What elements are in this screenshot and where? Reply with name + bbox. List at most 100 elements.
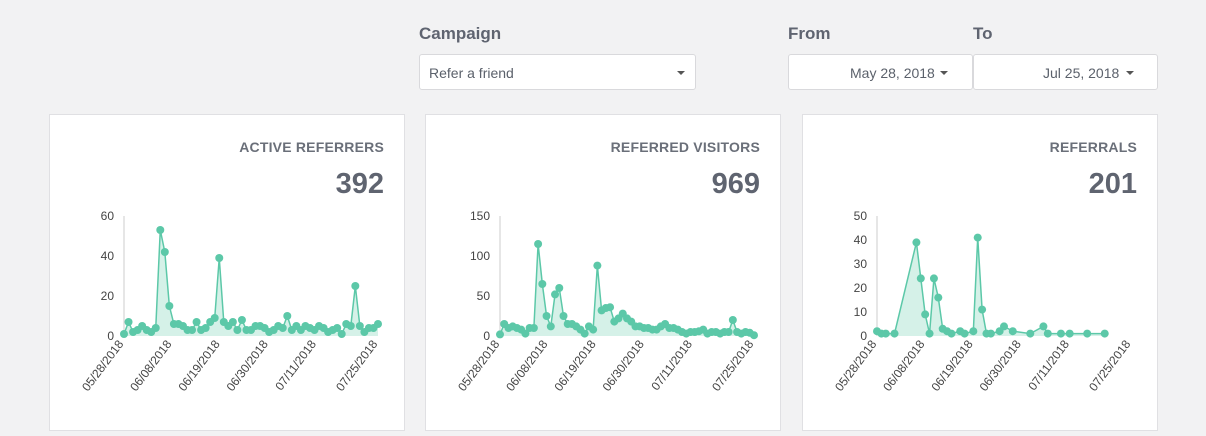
card-total: 392	[335, 168, 384, 200]
campaign-select[interactable]: Refer a friend	[419, 54, 696, 90]
series-area	[877, 237, 1105, 336]
to-date-select[interactable]: Jul 25, 2018	[973, 54, 1158, 90]
data-point	[542, 312, 551, 320]
data-point	[986, 329, 995, 338]
x-tick-label: 06/19/2018	[928, 337, 976, 394]
data-point	[210, 314, 219, 322]
data-point	[890, 329, 899, 338]
y-tick-label: 100	[470, 249, 490, 263]
data-point	[1026, 329, 1035, 338]
x-tick-label: 07/11/2018	[648, 337, 695, 393]
y-tick-label: 0	[860, 329, 867, 343]
data-point	[374, 320, 382, 328]
data-point	[233, 326, 242, 334]
x-tick-label: 06/19/2018	[175, 337, 223, 394]
y-tick-label: 0	[483, 329, 490, 343]
data-point	[921, 310, 930, 319]
y-tick-label: 40	[101, 249, 115, 263]
x-tick-label: 05/28/2018	[455, 337, 503, 394]
data-point	[355, 322, 364, 330]
x-tick-label: 06/30/2018	[600, 337, 648, 394]
data-point	[120, 330, 128, 338]
data-point	[333, 324, 342, 332]
y-tick-label: 50	[854, 209, 868, 223]
data-point	[559, 312, 568, 320]
chevron-down-icon	[677, 71, 685, 75]
x-tick-label: 07/25/2018	[709, 337, 757, 394]
x-tick-label: 06/30/2018	[224, 337, 272, 394]
data-point	[912, 238, 921, 247]
data-point	[580, 329, 589, 338]
data-point	[916, 274, 925, 283]
referrals-chart: 0 10 20 30 40 50 05/28/2018 06/08/2018 06/19/201…	[832, 209, 1134, 394]
data-point	[165, 302, 174, 310]
data-point	[538, 280, 547, 288]
data-point	[881, 329, 890, 338]
data-point	[156, 226, 165, 234]
x-tick-label: 07/25/2018	[333, 337, 381, 394]
referred-visitors-card: REFERRED VISITORS 969 0 50 100 150 05/28/201…	[425, 114, 781, 431]
card-title: REFERRALS	[1049, 139, 1137, 155]
x-tick-label: 06/30/2018	[977, 337, 1025, 394]
data-point	[160, 248, 169, 256]
data-point	[1008, 327, 1017, 336]
data-point	[534, 240, 543, 248]
data-point	[978, 305, 987, 314]
data-point	[934, 293, 943, 302]
to-date-value: Jul 25, 2018	[1043, 65, 1120, 81]
data-point	[278, 324, 287, 332]
y-tick-label: 20	[101, 289, 115, 303]
data-point	[192, 318, 201, 326]
data-point	[124, 318, 133, 326]
y-tick-label: 150	[470, 209, 490, 223]
data-point	[1056, 329, 1065, 338]
data-point	[283, 312, 292, 320]
to-label: To	[973, 24, 993, 43]
from-date-select[interactable]: May 28, 2018	[788, 54, 973, 90]
data-point	[496, 330, 504, 339]
data-point	[947, 329, 956, 338]
data-point	[337, 330, 346, 338]
data-point	[521, 329, 530, 338]
data-point	[1100, 329, 1109, 338]
y-tick-label: 60	[101, 209, 115, 223]
y-tick-label: 40	[854, 233, 868, 247]
data-point	[551, 290, 560, 299]
active-referrers-chart: 0 20 40 60 05/28/2018 06/08/2018 06/19/2018 06/…	[79, 209, 382, 394]
referrals-card: REFERRALS 201 0 10 20 30 40 50 05/28/2018 06/08…	[802, 114, 1158, 431]
card-total: 969	[711, 168, 760, 200]
data-point	[529, 324, 538, 332]
x-tick-label: 05/28/2018	[79, 337, 127, 394]
card-total: 201	[1088, 168, 1137, 200]
y-tick-label: 50	[477, 289, 491, 303]
x-tick-label: 06/08/2018	[880, 337, 928, 394]
chevron-down-icon	[940, 71, 948, 75]
card-title: REFERRED VISITORS	[610, 139, 760, 155]
x-tick-label: 06/08/2018	[503, 337, 551, 394]
data-point	[960, 329, 969, 338]
data-point	[750, 331, 758, 340]
campaign-select-value: Refer a friend	[429, 65, 514, 81]
data-point	[728, 316, 737, 324]
x-tick-label: 06/08/2018	[127, 337, 175, 394]
x-tick-label: 06/19/2018	[551, 337, 599, 394]
x-tick-label: 05/28/2018	[832, 337, 880, 394]
data-point	[201, 324, 210, 332]
y-tick-label: 20	[854, 281, 868, 295]
data-point	[228, 318, 237, 326]
data-point	[237, 316, 246, 324]
data-point	[346, 322, 355, 330]
data-point	[188, 326, 197, 334]
campaign-label: Campaign	[419, 24, 502, 43]
data-point	[606, 303, 615, 312]
data-point	[1039, 322, 1048, 331]
from-date-value: May 28, 2018	[850, 65, 935, 81]
data-point	[1065, 329, 1074, 338]
from-label: From	[788, 24, 831, 43]
data-point	[969, 327, 978, 336]
card-title: ACTIVE REFERRERS	[239, 139, 384, 155]
data-point	[1000, 322, 1008, 331]
data-point	[151, 324, 160, 332]
y-tick-label: 10	[854, 305, 868, 319]
